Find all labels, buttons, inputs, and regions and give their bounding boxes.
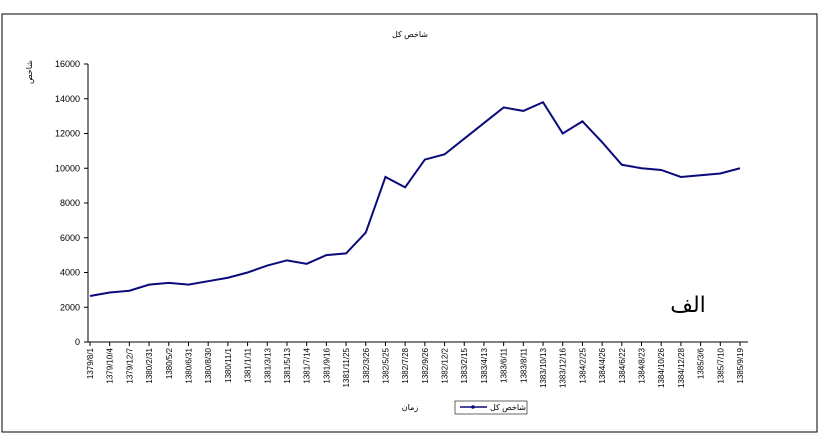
y-tick-label: 4000 [60,268,80,278]
x-tick-label: 1380/11/1 [224,347,233,383]
x-tick-label: 1382/3/26 [362,347,371,383]
x-tick-label: 1383/4/13 [480,347,489,383]
chart: شاخص کل شاخص زمان الف 0 2000 4000 6000 8000 1… [0,0,822,435]
chart-title: شاخص کل [392,30,428,39]
x-tick-label: 1381/3/13 [263,347,272,383]
x-axis-label: زمان [402,403,419,412]
x-tick-label: 1380/5/2 [165,347,174,379]
x-tick-label: 1383/8/11 [519,347,528,383]
x-tick-label: 1384/2/25 [578,347,587,383]
x-tick-label: 1384/10/26 [657,347,666,388]
y-tick-label: 12000 [55,129,80,139]
x-tick-label: 1383/12/16 [559,347,568,388]
y-tick-label: 0 [75,337,80,347]
x-tick-label: 1381/9/16 [322,347,331,383]
y-tick-label: 2000 [60,302,80,312]
x-tick-label: 1379/8/1 [86,347,95,379]
y-axis-label: شاخص [25,60,34,84]
x-tick-label: 1379/12/7 [125,347,134,383]
x-tick-label: 1385/7/10 [716,347,725,383]
y-tick-label: 6000 [60,233,80,243]
y-tick-label: 14000 [55,94,80,104]
legend-label: شاخص کل [490,403,526,412]
x-tick-label: 1383/10/13 [539,347,548,388]
x-tick-label: 1381/5/13 [283,347,292,383]
x-tick-label: 1382/5/25 [381,347,390,383]
annotation: الف [670,292,706,317]
x-tick-label: 1380/2/31 [145,347,154,383]
x-tick-label: 1384/4/26 [598,347,607,383]
x-tick-label: 1380/6/31 [184,347,193,383]
x-tick-label: 1379/10/4 [106,347,115,383]
y-tick-label: 8000 [60,198,80,208]
x-tick-label: 1383/6/11 [500,347,509,383]
x-tick-label: 1381/11/25 [342,347,351,387]
x-tick-label: 1384/12/28 [677,347,686,388]
y-tick-label: 10000 [55,163,80,173]
x-tick-label: 1382/12/2 [441,347,450,383]
x-tick-label: 1385/9/19 [736,347,745,383]
x-tick-label: 1382/9/26 [421,347,430,383]
x-tick-label: 1384/8/23 [638,347,647,383]
y-tick-label: 16000 [55,59,80,69]
legend-marker [471,405,475,409]
x-tick-label: 1385/3/6 [697,347,706,379]
x-tick-label: 1381/7/14 [303,347,312,383]
x-tick-label: 1380/8/30 [204,347,213,383]
x-tick-label: 1382/7/28 [401,347,410,383]
x-tick-label: 1381/1/11 [244,347,253,383]
x-tick-label: 1384/6/22 [618,347,627,383]
x-tick-label: 1383/2/15 [460,347,469,383]
